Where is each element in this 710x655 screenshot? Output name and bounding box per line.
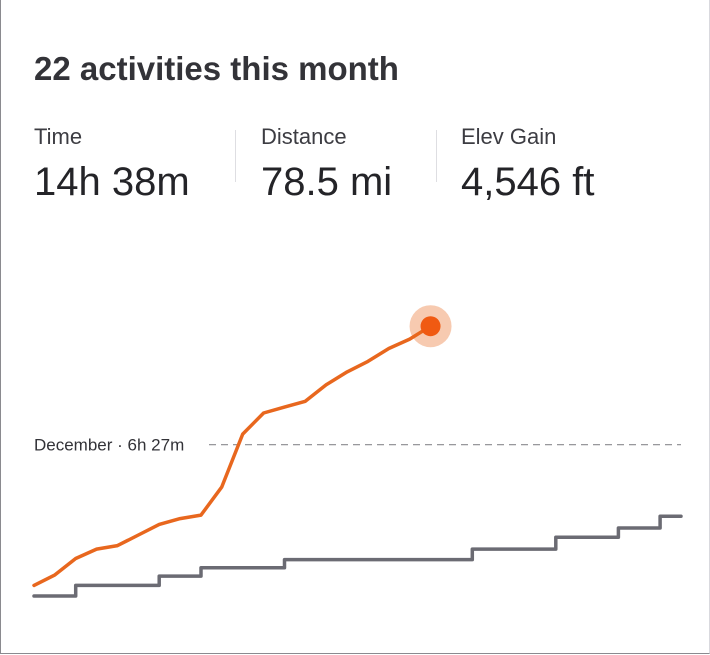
stat-divider [436,130,437,182]
stat-time-value: 14h 38m [34,160,190,204]
current-point [420,316,441,337]
stat-divider [235,130,236,182]
stat-distance: Distance 78.5 mi [261,124,392,205]
series-line-0 [32,324,433,588]
stat-elevation: Elev Gain 4,546 ft [461,124,594,205]
stat-distance-label: Distance [261,124,347,149]
stat-elevation-label: Elev Gain [461,124,557,149]
stat-time: Time 14h 38m [34,124,190,205]
reference-line-label: December · 6h 27m [34,436,184,455]
stat-distance-value: 78.5 mi [261,160,393,204]
page-title: 22 activities this month [34,50,399,87]
stat-time-label: Time [34,124,83,149]
series-line-1 [32,514,683,598]
stat-elevation-value: 4,546 ft [461,160,595,204]
